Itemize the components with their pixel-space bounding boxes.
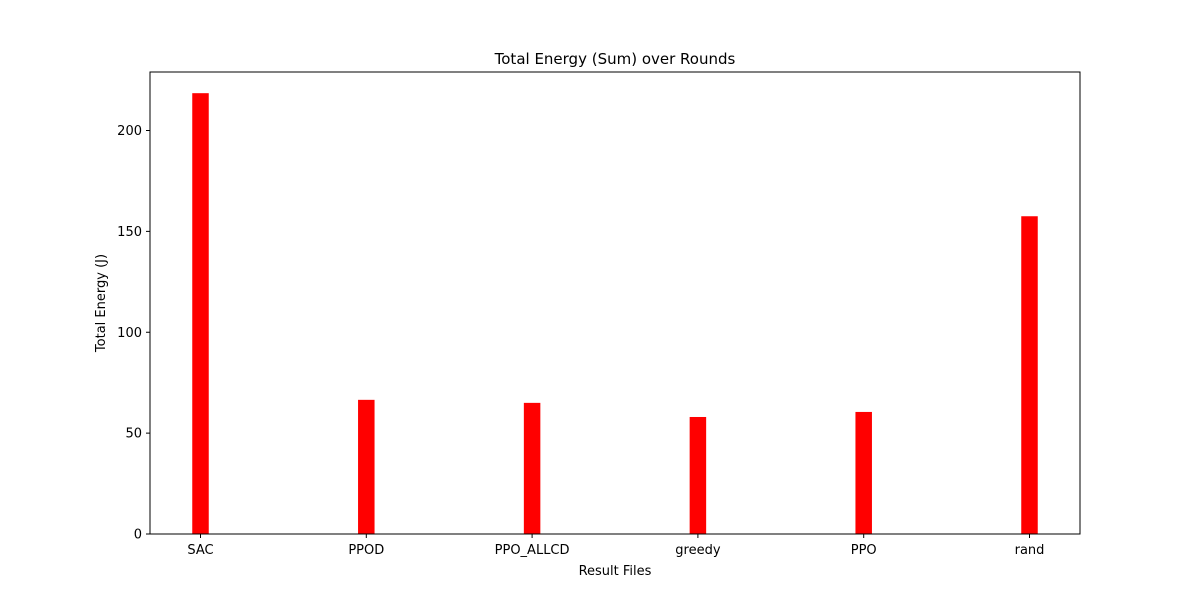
x-axis-label: Result Files: [579, 564, 652, 579]
x-tick-label: PPO: [851, 543, 877, 558]
bar-ppod: [358, 399, 375, 534]
bar-greedy: [689, 416, 707, 534]
y-tick-label: 0: [134, 528, 142, 543]
y-tick-label: 200: [117, 124, 142, 139]
bar-ppo-allcd: [523, 402, 541, 534]
x-tick-label: PPOD: [348, 543, 384, 558]
x-tick-label: rand: [1015, 543, 1045, 558]
bar-ppo: [855, 411, 872, 534]
y-tick-label: 100: [117, 326, 142, 341]
y-tick-label: 150: [117, 225, 142, 240]
x-tick-label: greedy: [675, 543, 721, 558]
bar-rand: [1021, 216, 1038, 534]
y-tick-label: 50: [125, 427, 142, 442]
chart-title: Total Energy (Sum) over Rounds: [494, 50, 736, 68]
y-axis-ticks: 0 50 100 150 200: [117, 124, 150, 543]
bar-sac: [192, 93, 209, 534]
x-tick-label: SAC: [187, 543, 213, 558]
x-tick-label: PPO_ALLCD: [495, 543, 570, 558]
bars-layer: [192, 93, 1038, 534]
plot-frame: [149, 71, 1081, 535]
y-axis-label: Total Energy (J): [94, 254, 109, 353]
x-axis-ticks: SAC PPOD PPO_ALLCD greedy PPO rand: [187, 534, 1044, 558]
